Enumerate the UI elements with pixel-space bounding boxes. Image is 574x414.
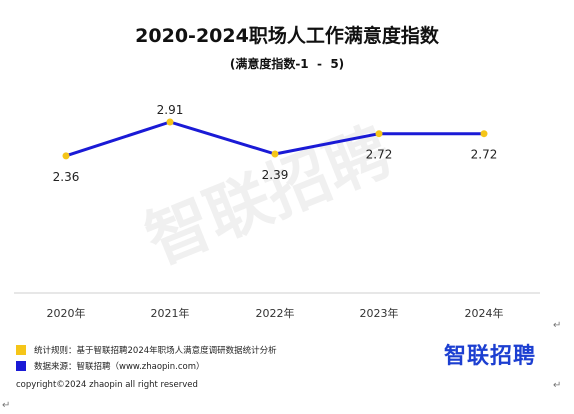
x-axis-ticks: 2020年 2021年 2022年 2023年 2024年	[47, 306, 504, 320]
data-source-text: 数据来源：智联招聘（www.zhaopin.com）	[34, 362, 205, 372]
watermark: 智联招聘	[136, 115, 401, 280]
brand-logo: 智联招聘	[444, 344, 537, 369]
data-marker	[480, 130, 488, 138]
x-tick-label: 2024年	[465, 306, 504, 320]
data-markers	[62, 118, 488, 160]
return-mark: ↵	[2, 400, 11, 411]
x-tick-label: 2023年	[360, 306, 399, 320]
legend-swatch-blue	[16, 361, 26, 371]
x-tick-label: 2020年	[47, 306, 86, 320]
copyright-text: copyright©2024 zhaopin all right reserve…	[16, 380, 198, 390]
return-mark: ↵	[553, 320, 562, 331]
data-labels: 2.36 2.91 2.39 2.72 2.72	[53, 103, 498, 184]
data-marker	[271, 150, 279, 158]
data-label: 2.72	[366, 148, 393, 162]
return-mark: ↵	[553, 380, 562, 391]
chart-subtitle: (满意度指数-1 - 5)	[229, 57, 345, 71]
data-marker	[166, 118, 174, 126]
legend-data-source: 数据来源：智联招聘（www.zhaopin.com）	[16, 360, 205, 372]
statistics-rule-text: 统计规则：基于智联招聘2024年职场人满意度调研数据统计分析	[34, 346, 277, 356]
x-tick-label: 2022年	[256, 306, 295, 320]
legend-swatch-yellow	[16, 345, 26, 355]
data-label: 2.91	[157, 103, 184, 117]
chart-title: 2020-2024职场人工作满意度指数	[135, 25, 439, 47]
data-label: 2.72	[471, 148, 498, 162]
data-marker	[62, 152, 70, 160]
legend-statistics-rule: 统计规则：基于智联招聘2024年职场人满意度调研数据统计分析	[16, 344, 277, 356]
x-tick-label: 2021年	[151, 306, 190, 320]
data-label: 2.39	[262, 168, 289, 182]
data-marker	[375, 130, 383, 138]
data-label: 2.36	[53, 170, 80, 184]
